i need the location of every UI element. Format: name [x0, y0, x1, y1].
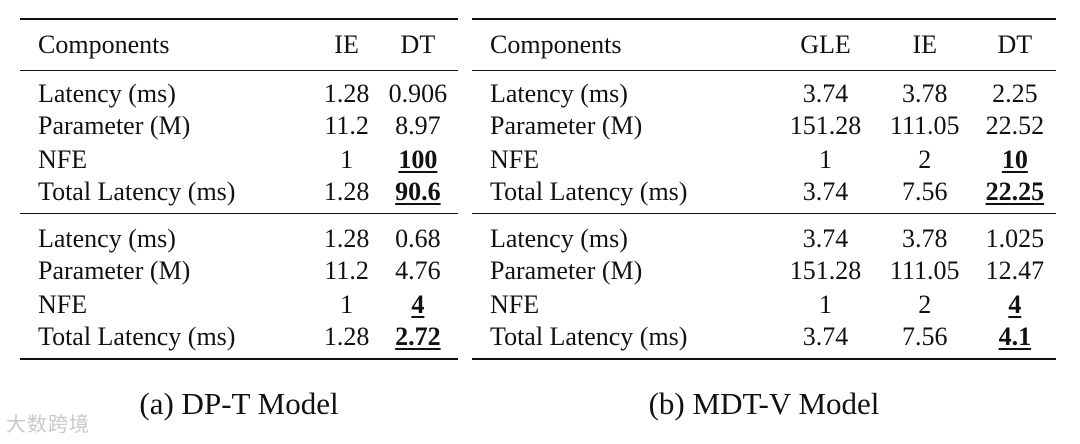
header-components: Components — [490, 30, 622, 59]
cell-label: NFE — [490, 145, 540, 174]
table-row: Parameter (M) 151.28 111.05 22.52 — [472, 109, 1056, 143]
cell-dt: 90.6 — [395, 177, 441, 206]
cell-dt: 22.25 — [985, 177, 1045, 206]
cell-ie: 7.56 — [901, 177, 948, 206]
dp-t-table-container: Components IE DT Latency (ms) 1.28 0.906 Pa… — [20, 18, 458, 360]
cell-dt: 22.52 — [985, 111, 1045, 140]
cell-label: Total Latency (ms) — [38, 177, 236, 206]
dp-t-group-1: Latency (ms) 1.28 0.906 Parameter (M) 11.2 8.… — [20, 70, 458, 214]
cell-ie: 2 — [918, 290, 932, 319]
cell-ie: 3.78 — [901, 79, 948, 108]
cell-label: Total Latency (ms) — [38, 322, 236, 351]
cell-label: Latency (ms) — [490, 224, 628, 253]
cell-label: Parameter (M) — [490, 111, 643, 140]
cell-label: Total Latency (ms) — [490, 177, 688, 206]
header-ie: IE — [334, 30, 359, 59]
mdt-v-latency-table: Components GLE IE DT Latency (ms) 3.74 3.7… — [472, 18, 1056, 360]
cell-label: Parameter (M) — [38, 256, 191, 285]
table-row: Total Latency (ms) 3.74 7.56 22.25 — [472, 177, 1056, 214]
cell-ie: 1.28 — [323, 224, 370, 253]
cell-label: NFE — [490, 290, 540, 319]
table-row: Latency (ms) 3.74 3.78 1.025 — [472, 214, 1056, 255]
cell-dt: 12.47 — [985, 256, 1045, 285]
dp-t-latency-table: Components IE DT Latency (ms) 1.28 0.906 Pa… — [20, 18, 458, 360]
cell-dt: 10 — [1001, 145, 1028, 174]
cell-dt: 8.97 — [395, 111, 441, 140]
header-gle: GLE — [800, 30, 851, 59]
header-dt: DT — [400, 30, 436, 59]
table-row: NFE 1 4 — [20, 288, 458, 322]
cell-dt: 100 — [398, 145, 438, 174]
cell-gle: 3.74 — [802, 322, 849, 351]
mdt-v-caption: (b) MDT-V Model — [648, 386, 880, 421]
cell-ie: 1 — [340, 290, 354, 319]
table-row: NFE 1 100 — [20, 143, 458, 177]
cell-label: Parameter (M) — [38, 111, 191, 140]
header-ie: IE — [912, 30, 937, 59]
dp-t-group-2: Latency (ms) 1.28 0.68 Parameter (M) 11.2 4.7… — [20, 213, 458, 359]
dp-t-caption: (a) DP-T Model — [139, 386, 339, 421]
cell-dt: 1.025 — [985, 224, 1045, 253]
table-row: Total Latency (ms) 1.28 90.6 — [20, 177, 458, 214]
table-row: NFE 1 2 4 — [472, 288, 1056, 322]
cell-label: Total Latency (ms) — [490, 322, 688, 351]
table-row: NFE 1 2 10 — [472, 143, 1056, 177]
header-dt: DT — [997, 30, 1033, 59]
cell-label: NFE — [38, 290, 88, 319]
cell-ie: 7.56 — [901, 322, 948, 351]
table-header-row: Components IE DT — [20, 19, 458, 71]
cell-dt: 4.1 — [998, 322, 1032, 351]
cell-dt: 4.76 — [395, 256, 441, 285]
table-row: Latency (ms) 1.28 0.906 — [20, 71, 458, 110]
cell-gle: 3.74 — [802, 177, 849, 206]
table-row: Total Latency (ms) 1.28 2.72 — [20, 322, 458, 359]
mdt-v-group-2: Latency (ms) 3.74 3.78 1.025 Parameter (M) 15… — [472, 213, 1056, 359]
cell-gle: 3.74 — [802, 79, 849, 108]
cell-gle: 3.74 — [802, 224, 849, 253]
cell-gle: 151.28 — [789, 111, 862, 140]
cell-gle: 151.28 — [789, 256, 862, 285]
cell-ie: 111.05 — [889, 111, 960, 140]
cell-ie: 1.28 — [323, 322, 370, 351]
table-row: Parameter (M) 151.28 111.05 12.47 — [472, 254, 1056, 288]
cell-ie: 1.28 — [323, 79, 370, 108]
table-row: Total Latency (ms) 3.74 7.56 4.1 — [472, 322, 1056, 359]
cell-dt: 4 — [411, 290, 425, 319]
cell-label: Latency (ms) — [490, 79, 628, 108]
cell-label: NFE — [38, 145, 88, 174]
cell-ie: 11.2 — [324, 256, 369, 285]
cell-dt: 4 — [1008, 290, 1022, 319]
header-components: Components — [38, 30, 170, 59]
cell-ie: 2 — [918, 145, 932, 174]
cell-dt: 2.72 — [395, 322, 441, 351]
table-row: Parameter (M) 11.2 8.97 — [20, 109, 458, 143]
cell-label: Latency (ms) — [38, 224, 176, 253]
cell-dt: 2.25 — [992, 79, 1038, 108]
cell-dt: 0.68 — [395, 224, 441, 253]
cell-ie: 3.78 — [901, 224, 948, 253]
cell-gle: 1 — [818, 290, 832, 319]
cell-ie: 1 — [340, 145, 354, 174]
cell-ie: 11.2 — [324, 111, 369, 140]
cell-dt: 0.906 — [388, 79, 448, 108]
mdt-v-table-container: Components GLE IE DT Latency (ms) 3.74 3.7… — [472, 18, 1056, 360]
cell-label: Latency (ms) — [38, 79, 176, 108]
cell-gle: 1 — [818, 145, 832, 174]
cell-ie: 111.05 — [889, 256, 960, 285]
table-header-row: Components GLE IE DT — [472, 19, 1056, 71]
cell-ie: 1.28 — [323, 177, 370, 206]
table-row: Latency (ms) 1.28 0.68 — [20, 214, 458, 255]
mdt-v-group-1: Latency (ms) 3.74 3.78 2.25 Parameter (M) 151… — [472, 70, 1056, 214]
table-row: Latency (ms) 3.74 3.78 2.25 — [472, 71, 1056, 110]
watermark-logo: 大数跨境 — [6, 412, 90, 436]
table-row: Parameter (M) 11.2 4.76 — [20, 254, 458, 288]
cell-label: Parameter (M) — [490, 256, 643, 285]
